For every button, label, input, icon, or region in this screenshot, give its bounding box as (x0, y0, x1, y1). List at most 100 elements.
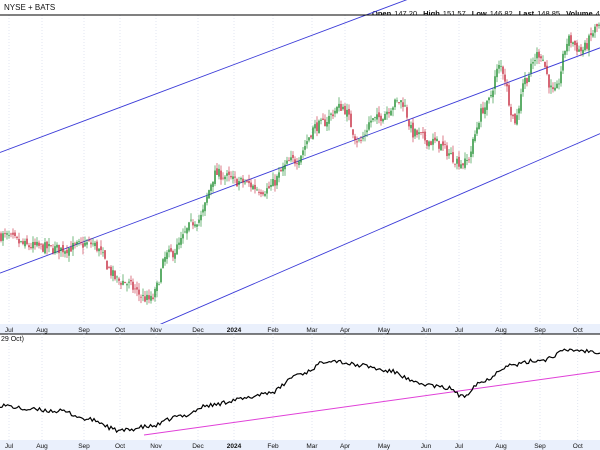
candle (256, 186, 258, 191)
candle (282, 162, 284, 176)
candle (132, 278, 134, 294)
candle (82, 236, 84, 255)
candle (432, 133, 434, 151)
candle (588, 33, 590, 57)
candle (490, 90, 492, 99)
candle (246, 179, 248, 183)
candle (558, 78, 560, 90)
candle (254, 179, 256, 194)
candle (60, 247, 62, 257)
candle (434, 132, 436, 144)
candle (592, 29, 594, 38)
channel-line-upper (0, 0, 408, 153)
candle (274, 174, 276, 192)
quote-value: 146.82 (490, 9, 513, 18)
candle (198, 214, 200, 227)
candle (376, 107, 378, 125)
candle (242, 175, 244, 188)
indicator-panel: 29 Oct) (0, 333, 600, 440)
candle (180, 231, 182, 249)
candle (136, 281, 138, 297)
candle (230, 171, 232, 180)
candle (86, 238, 88, 249)
price-tick-label: Sep (534, 327, 546, 334)
candle (350, 110, 352, 128)
candle (6, 230, 8, 240)
price-tick-label: Oct (115, 327, 125, 334)
candle (306, 134, 308, 149)
candle (440, 143, 442, 151)
candle (466, 154, 468, 166)
candle (104, 249, 106, 260)
candle (226, 169, 228, 182)
indicator-trend-line (143, 370, 600, 436)
candle (328, 109, 330, 131)
candle (148, 289, 150, 304)
candle (248, 174, 250, 187)
candle (58, 244, 60, 260)
candle (424, 129, 426, 144)
candle (316, 116, 318, 137)
candle (90, 238, 92, 248)
candle (464, 152, 466, 170)
candle (578, 45, 580, 52)
candle (196, 223, 198, 232)
candle (214, 165, 216, 187)
candle (0, 231, 2, 243)
candle (252, 184, 254, 190)
price-tick-label: 2024 (227, 327, 242, 334)
candle (396, 97, 398, 103)
candle (118, 277, 120, 285)
candle (62, 241, 64, 257)
candle (102, 247, 104, 257)
candle (84, 236, 86, 248)
candle (38, 240, 40, 249)
candle (530, 58, 532, 77)
channel-line-middle (0, 47, 600, 274)
price-tick-label: Nov (150, 327, 162, 334)
candle (566, 38, 568, 56)
candle (502, 65, 504, 80)
indicator-tick-label: Oct (573, 443, 583, 450)
price-tick-label: Jul (5, 327, 14, 334)
indicator-tick-label: Aug (36, 443, 48, 450)
price-panel (0, 0, 600, 395)
candle (150, 291, 152, 304)
candle (166, 250, 168, 264)
candle (326, 116, 328, 132)
candle (414, 128, 416, 140)
candle (144, 291, 146, 303)
candle (240, 176, 242, 184)
candle (518, 105, 520, 120)
candle (526, 77, 528, 87)
candle (46, 240, 48, 255)
candle (392, 106, 394, 117)
candle (28, 242, 30, 251)
candle (250, 178, 252, 192)
candle (330, 112, 332, 121)
candle (356, 136, 358, 148)
price-x-axis: Jul Aug Sep Oct Nov Dec 2024 Feb Mar Apr May Jun Jul… (0, 324, 600, 334)
candle (484, 102, 486, 119)
candle (370, 115, 372, 128)
candle (44, 237, 46, 255)
candle (24, 238, 26, 249)
candle (174, 248, 176, 263)
candle (88, 236, 90, 243)
candle (202, 204, 204, 217)
candle (2, 231, 4, 246)
candle (400, 99, 402, 109)
candle (258, 188, 260, 196)
price-tick-label: Feb (267, 327, 279, 334)
candle (216, 162, 218, 176)
candle (290, 150, 292, 163)
candle (460, 160, 462, 169)
candle (80, 237, 82, 246)
candle (32, 236, 34, 253)
candle (546, 60, 548, 76)
candle (212, 181, 214, 193)
candle (568, 34, 570, 52)
candle (176, 238, 178, 255)
candle (444, 140, 446, 149)
candle (272, 172, 274, 187)
